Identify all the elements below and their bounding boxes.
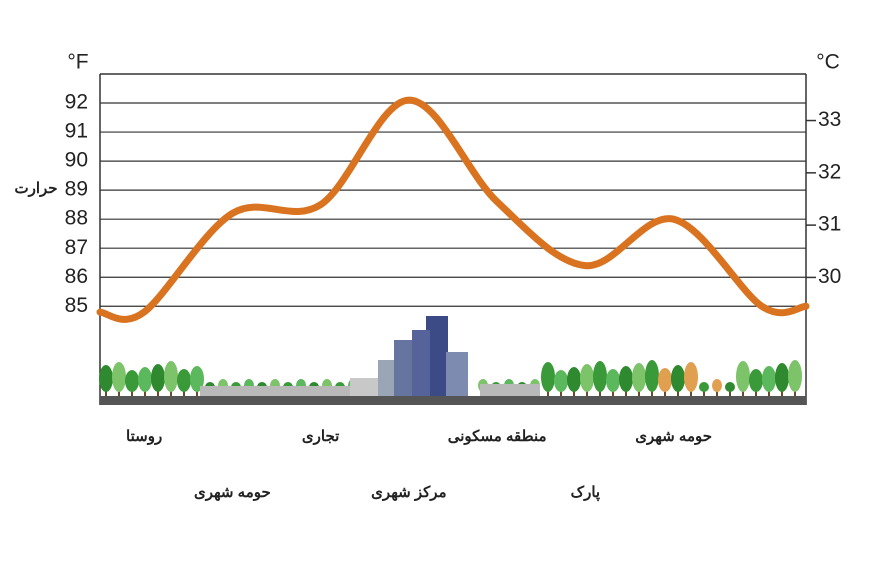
tree (177, 369, 191, 392)
tree (658, 368, 672, 392)
building (394, 340, 416, 396)
tree (125, 370, 139, 392)
tree (775, 363, 789, 392)
tree-trunk (183, 390, 185, 397)
zone-label: حومه شهری (194, 484, 271, 501)
tree (699, 382, 709, 392)
building (200, 386, 360, 396)
y-axis-label: حرارت (14, 180, 57, 197)
tree (164, 361, 178, 392)
tree (112, 362, 126, 392)
tree-trunk (612, 390, 614, 397)
zone-label: منطقه مسکونی (448, 428, 547, 445)
tree (736, 361, 750, 392)
tree (684, 362, 698, 392)
y2-tick-label: 30 (818, 265, 841, 288)
building (426, 316, 448, 396)
tree-trunk (664, 390, 666, 397)
tree (749, 369, 763, 392)
tree-trunk (105, 390, 107, 397)
y-unit: °F (67, 51, 88, 74)
tree (99, 365, 113, 392)
y-tick-label: 89 (65, 178, 88, 201)
tree (725, 382, 735, 392)
y2-tick-label: 33 (818, 108, 841, 131)
tree-trunk (599, 390, 601, 397)
y-tick-label: 90 (65, 149, 88, 172)
building (446, 352, 468, 396)
tree-trunk (729, 390, 731, 397)
y2-tick-label: 31 (818, 213, 841, 236)
tree-trunk (118, 390, 120, 397)
tree (151, 364, 165, 392)
y-tick-label: 87 (65, 236, 88, 259)
tree-trunk (573, 390, 575, 397)
tree-trunk (768, 390, 770, 397)
zone-label: روستا (126, 428, 162, 445)
y-tick-label: 85 (65, 294, 88, 317)
tree-trunk (755, 390, 757, 397)
building (480, 384, 540, 396)
tree (788, 360, 802, 392)
tree-trunk (157, 390, 159, 397)
zone-label: مرکز شهری (371, 484, 446, 501)
tree (554, 370, 568, 392)
tree (762, 366, 776, 392)
zone-label: تجاری (302, 428, 339, 445)
tree (619, 366, 633, 392)
tree (541, 362, 555, 392)
tree-trunk (677, 390, 679, 397)
tree-trunk (690, 390, 692, 397)
tree-trunk (651, 390, 653, 397)
tree-trunk (794, 390, 796, 397)
tree (606, 369, 620, 392)
tree-trunk (547, 390, 549, 397)
temperature-line (96, 96, 810, 323)
tree-trunk (638, 390, 640, 397)
tree (138, 367, 152, 392)
tree-trunk (625, 390, 627, 397)
tree (580, 364, 594, 392)
tree-trunk (560, 390, 562, 397)
building (412, 330, 430, 396)
landscape (99, 316, 802, 397)
tree-trunk (716, 390, 718, 397)
y-tick-label: 92 (65, 91, 88, 114)
zone-label: پارک (571, 484, 600, 502)
y-tick-label: 88 (65, 207, 88, 230)
tree (567, 367, 581, 392)
tree-trunk (703, 390, 705, 397)
tree-trunk (170, 390, 172, 397)
y2-tick-label: 32 (818, 160, 841, 183)
tree-trunk (196, 390, 198, 397)
ground (100, 396, 806, 405)
tree-trunk (742, 390, 744, 397)
tree (712, 379, 722, 392)
y-tick-label: 86 (65, 265, 88, 288)
tree (671, 365, 685, 392)
tree-trunk (131, 390, 133, 397)
y2-unit: °C (816, 51, 840, 74)
building (350, 378, 378, 396)
tree-trunk (144, 390, 146, 397)
tree (632, 363, 646, 392)
tree (190, 366, 204, 392)
y-tick-label: 91 (65, 120, 88, 143)
tree-trunk (586, 390, 588, 397)
zone-label: حومه شهری (635, 428, 712, 445)
tree (593, 361, 607, 392)
tree-trunk (781, 390, 783, 397)
tree (645, 360, 659, 392)
